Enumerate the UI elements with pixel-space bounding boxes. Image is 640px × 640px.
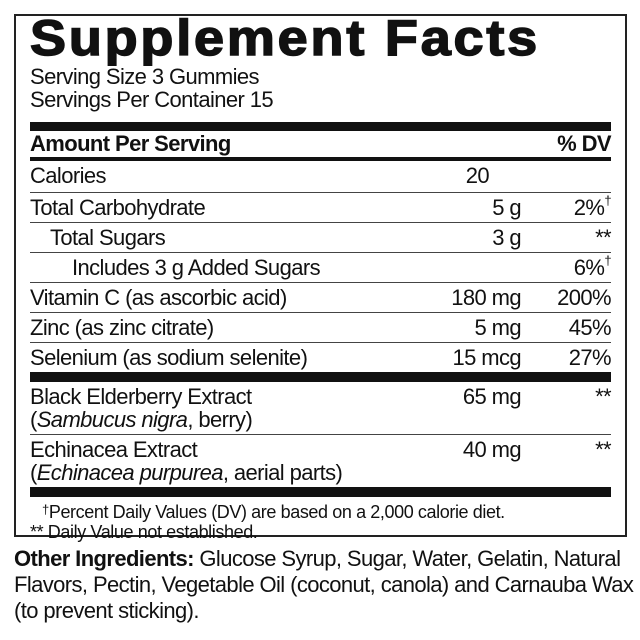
footnote-dv-text: Percent Daily Values (DV) are based on a…	[48, 502, 505, 522]
footnote-not-established: ** Daily Value not established.	[30, 522, 258, 542]
extract-title: Echinacea Extract	[30, 437, 198, 462]
serving-size: Serving Size 3 Gummies	[30, 64, 259, 89]
footnote-dv: †Percent Daily Values (DV) are based on …	[30, 502, 611, 522]
nutrient-dv: 6%†	[573, 253, 612, 283]
nutrient-name: Selenium (as sodium selenite)	[30, 345, 308, 370]
nutrient-row: Includes 3 g Added Sugars 6%†	[30, 253, 612, 283]
divider-thick	[30, 372, 611, 382]
nutrient-amount: 3 g	[492, 225, 521, 250]
nutrient-row: Calories 20	[30, 161, 611, 193]
dv-header: % DV	[557, 131, 611, 156]
extract-name: Echinacea Extract (Echinacea purpurea, ae…	[30, 437, 343, 485]
extract-part: , aerial parts)	[222, 460, 343, 485]
dagger-mark: †	[604, 253, 611, 268]
nutrient-dv: 45%	[568, 313, 612, 343]
nutrient-name: Includes 3 g Added Sugars	[72, 255, 321, 280]
amount-per-serving-header: Amount Per Serving	[30, 131, 231, 156]
table-header: Amount Per Serving % DV	[30, 131, 612, 157]
nutrient-row: Total Carbohydrate 5 g 2%†	[30, 193, 612, 223]
nutrient-row: Zinc (as zinc citrate) 5 mg 45%	[30, 313, 612, 343]
extract-dv: **	[595, 437, 612, 462]
nutrient-name: Calories	[30, 163, 107, 188]
nutrient-row: Vitamin C (as ascorbic acid) 180 mg 200%	[30, 283, 612, 313]
nutrient-dv: 27%	[568, 343, 612, 373]
nutrient-amount: 5 mg	[474, 315, 521, 340]
dagger-mark: †	[42, 502, 49, 517]
dv-value: 27%	[568, 345, 612, 370]
extract-title: Black Elderberry Extract	[30, 384, 252, 409]
other-ingredients-text: Glucose Syrup, Sugar, Water, Gelatin, Na…	[14, 546, 634, 623]
extract-amount: 40 mg	[462, 437, 522, 462]
nutrient-amount: 5 g	[492, 195, 521, 220]
extract-row: Black Elderberry Extract (Sambucus nigra,…	[30, 382, 612, 435]
dv-value: 6%	[573, 255, 605, 280]
panel-title: Supplement Facts	[29, 10, 541, 66]
extract-name: Black Elderberry Extract (Sambucus nigra,…	[30, 384, 253, 432]
nutrient-dv: 2%†	[573, 193, 612, 223]
nutrient-name: Zinc (as zinc citrate)	[30, 315, 214, 340]
nutrient-amount: 180 mg	[451, 285, 521, 310]
divider-thick	[30, 122, 611, 131]
nutrient-amount: 15 mcg	[452, 345, 521, 370]
dv-value: 200%	[557, 285, 611, 310]
extract-latin-name: Sambucus nigra	[36, 407, 188, 432]
nutrient-name: Total Carbohydrate	[30, 195, 206, 220]
servings-per-container: Servings Per Container 15	[30, 87, 274, 112]
supplement-facts-panel: Supplement Facts Serving Size 3 Gummies …	[14, 12, 627, 542]
extract-part: , berry)	[187, 407, 253, 432]
nutrient-row: Total Sugars 3 g **	[30, 223, 612, 253]
dv-value: 45%	[568, 315, 612, 340]
dv-value: 2%	[573, 195, 605, 220]
nutrient-name: Total Sugars	[50, 225, 166, 250]
extract-dv: **	[595, 384, 612, 409]
extract-row: Echinacea Extract (Echinacea purpurea, ae…	[30, 435, 612, 488]
other-ingredients-label: Other Ingredients:	[14, 546, 194, 571]
other-ingredients: Other Ingredients: Glucose Syrup, Sugar,…	[14, 546, 634, 624]
divider-thick	[30, 487, 611, 497]
divider-medium	[30, 157, 611, 161]
dagger-mark: †	[604, 193, 611, 208]
dv-value: **	[595, 225, 612, 250]
nutrient-row: Selenium (as sodium selenite) 15 mcg 27%	[30, 343, 612, 373]
extract-amount: 65 mg	[462, 384, 522, 409]
nutrient-dv: 200%	[557, 283, 611, 313]
nutrient-dv: **	[595, 223, 612, 253]
nutrient-amount: 20	[465, 163, 490, 188]
extract-latin-name: Echinacea purpurea	[36, 460, 224, 485]
nutrient-name: Vitamin C (as ascorbic acid)	[30, 285, 287, 310]
